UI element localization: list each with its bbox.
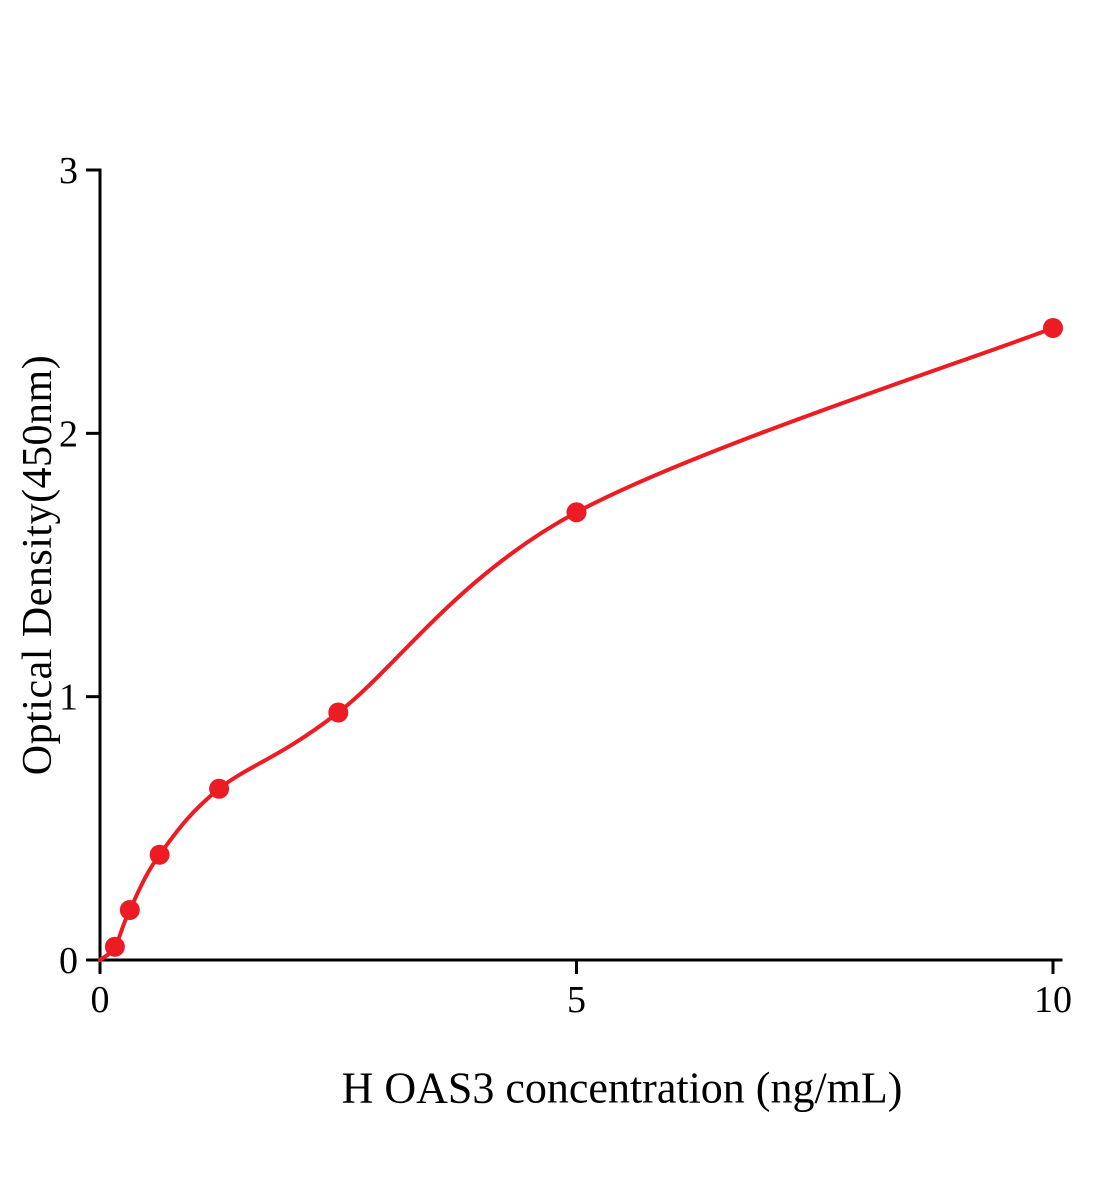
data-point	[566, 502, 587, 523]
y-tick-label: 3	[59, 150, 78, 192]
x-axis-title: H OAS3 concentration (ng/mL)	[341, 1063, 903, 1113]
y-tick-label: 2	[59, 413, 78, 455]
fit-curve	[98, 326, 1055, 962]
x-tick-label: 5	[567, 979, 586, 1021]
y-tick-label: 0	[59, 940, 78, 982]
data-point	[1043, 318, 1063, 338]
y-axis-title: Optical Density(450nm)	[15, 354, 61, 776]
data-point	[104, 936, 125, 957]
axis-line	[98, 168, 1063, 962]
y-tick-label: 1	[59, 677, 78, 719]
x-tick-label: 10	[1034, 979, 1072, 1021]
x-tick-label: 0	[91, 979, 110, 1021]
data-point	[149, 844, 170, 865]
data-point	[209, 778, 230, 799]
data-point	[328, 702, 349, 723]
data-point	[119, 900, 140, 920]
